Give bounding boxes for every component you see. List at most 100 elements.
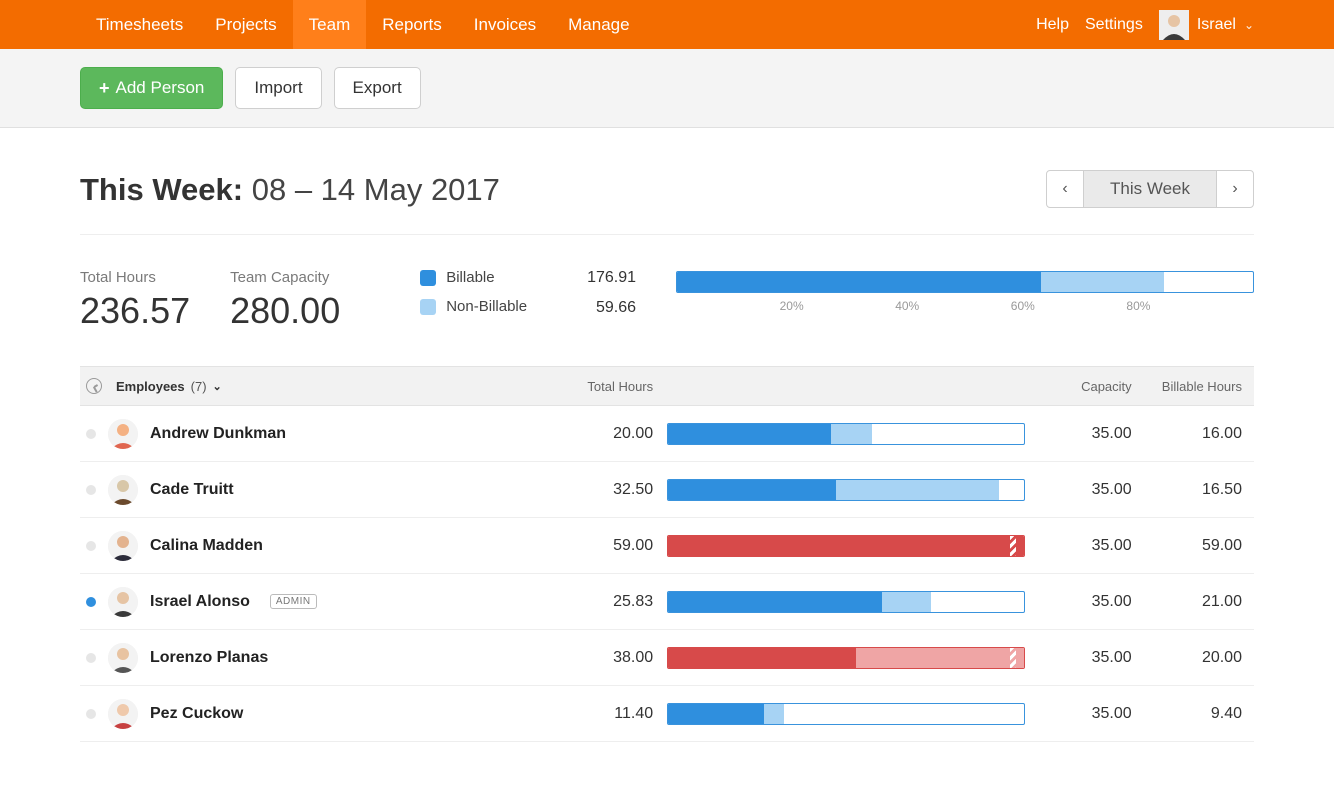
legend-non-billable: Non-Billable [420,298,527,315]
utilization-non-billable-segment [831,424,872,444]
status-dot-icon [86,541,96,551]
utilization-bar [667,647,1025,669]
capacity-cell: 35.00 [1025,537,1131,555]
utilization-non-billable-segment [836,480,999,500]
utilization-non-billable-segment [882,592,931,612]
team-capacity-metric: Team Capacity 280.00 [230,269,340,332]
page-body: This Week: 08 – 14 May 2017 ‹ This Week … [0,128,1334,782]
axis-tick: 60% [1011,299,1035,313]
user-menu[interactable]: Israel ⌄ [1159,10,1254,40]
utilization-bar [667,703,1025,725]
team-utilization-billable-segment [677,272,1041,292]
legend: Billable Non-Billable [420,269,527,315]
utilization-billable-segment [668,592,882,612]
status-dot-icon [86,653,96,663]
next-week-button[interactable]: › [1216,170,1254,208]
nav-item-manage[interactable]: Manage [552,0,645,49]
team-utilization-non-billable-segment [1041,272,1164,292]
import-button[interactable]: Import [235,67,321,109]
non-billable-value: 59.66 [587,299,636,317]
table-row[interactable]: Andrew Dunkman20.0035.0016.00 [80,406,1254,462]
utilization-bar [667,591,1025,613]
nav-item-invoices[interactable]: Invoices [458,0,552,49]
help-link[interactable]: Help [1036,16,1069,34]
total-hours-cell: 11.40 [492,705,667,723]
utilization-bar [667,423,1025,445]
employees-count: (7) [191,379,207,394]
capacity-cell: 35.00 [1025,593,1131,611]
week-title-prefix: This Week: [80,172,243,207]
employee-cell: Lorenzo Planas [86,643,492,673]
total-hours-value: 236.57 [80,290,190,332]
table-row[interactable]: Cade Truitt32.5035.0016.50 [80,462,1254,518]
employees-header-label: Employees [116,379,185,394]
employee-name: Calina Madden [150,537,263,555]
settings-link[interactable]: Settings [1085,16,1143,34]
top-nav: TimesheetsProjectsTeamReportsInvoicesMan… [0,0,1334,49]
total-hours-cell: 20.00 [492,425,667,443]
avatar-icon [108,419,138,449]
capacity-cell: 35.00 [1025,425,1131,443]
status-dot-icon [86,485,96,495]
utilization-billable-segment [668,536,1024,556]
table-row[interactable]: Lorenzo Planas38.0035.0020.00 [80,630,1254,686]
user-name: Israel [1197,16,1236,34]
chevron-down-icon: ⌄ [213,380,222,393]
billable-hours-cell: 16.50 [1132,481,1248,499]
user-avatar-icon [1159,10,1189,40]
capacity-header: Capacity [1025,379,1131,394]
billable-hours-cell: 21.00 [1132,593,1248,611]
billable-hours-cell: 59.00 [1132,537,1248,555]
nav-item-projects[interactable]: Projects [199,0,292,49]
legend-non-billable-text: Non-Billable [446,298,527,315]
utilization-cell [667,479,1025,501]
utilization-cell [667,703,1025,725]
week-title: This Week: 08 – 14 May 2017 [80,172,500,208]
total-hours-cell: 25.83 [492,593,667,611]
team-utilization-chart: 20%40%60%80% [676,269,1254,317]
nav-item-timesheets[interactable]: Timesheets [80,0,199,49]
utilization-non-billable-segment [764,704,784,724]
utilization-cell [667,591,1025,613]
summary: Total Hours 236.57 Team Capacity 280.00 … [80,235,1254,366]
employee-name: Cade Truitt [150,481,234,499]
total-hours-header: Total Hours [492,379,667,394]
nav-item-team[interactable]: Team [293,0,367,49]
week-selector-button[interactable]: This Week [1084,170,1216,208]
billable-hours-cell: 16.00 [1132,425,1248,443]
nav-items: TimesheetsProjectsTeamReportsInvoicesMan… [80,0,1036,49]
billable-value: 176.91 [587,269,636,287]
utilization-cell [667,423,1025,445]
table-row[interactable]: Calina Madden59.0035.0059.00 [80,518,1254,574]
employee-cell: Calina Madden [86,531,492,561]
table-body: Andrew Dunkman20.0035.0016.00Cade Truitt… [80,406,1254,742]
add-person-button[interactable]: + Add Person [80,67,223,109]
table-row[interactable]: Pez Cuckow11.4035.009.40 [80,686,1254,742]
week-header: This Week: 08 – 14 May 2017 ‹ This Week … [80,152,1254,235]
prev-week-button[interactable]: ‹ [1046,170,1084,208]
nav-item-reports[interactable]: Reports [366,0,458,49]
export-button[interactable]: Export [334,67,421,109]
total-hours-cell: 59.00 [492,537,667,555]
add-person-label: Add Person [116,78,205,98]
employee-name: Israel Alonso [150,593,250,611]
total-hours-cell: 32.50 [492,481,667,499]
status-dot-icon [86,597,96,607]
legend-non-billable-swatch [420,299,436,315]
utilization-billable-segment [668,424,831,444]
axis-tick: 80% [1126,299,1150,313]
utilization-bar [667,479,1025,501]
capacity-cell: 35.00 [1025,705,1131,723]
legend-billable-swatch [420,270,436,286]
nav-right: Help Settings Israel ⌄ [1036,0,1334,49]
team-utilization-bar [676,271,1254,293]
total-hours-label: Total Hours [80,269,190,286]
team-capacity-value: 280.00 [230,290,340,332]
billable-hours-cell: 20.00 [1132,649,1248,667]
utilization-cell [667,535,1025,557]
plus-icon: + [99,79,110,97]
table-row[interactable]: Israel AlonsoADMIN25.8335.0021.00 [80,574,1254,630]
utilization-bar [667,535,1025,557]
legend-values: 176.91 59.66 [587,269,636,317]
employees-header[interactable]: Employees (7) ⌄ [86,378,492,394]
